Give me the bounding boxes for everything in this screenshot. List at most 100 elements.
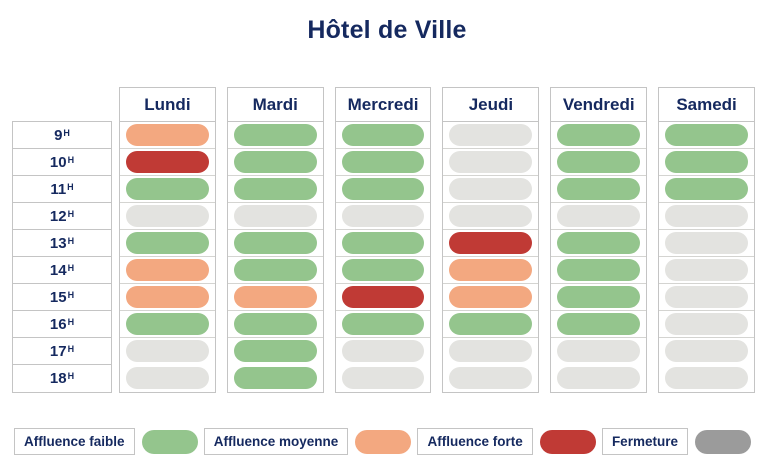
hour-suffix: H bbox=[67, 343, 75, 354]
affluence-cell bbox=[443, 284, 539, 311]
hour-row: 17H bbox=[13, 338, 111, 365]
legend-label: Affluence moyenne bbox=[203, 428, 349, 455]
affluence-pill-faible bbox=[557, 259, 641, 281]
hour-row: 10H bbox=[13, 149, 111, 176]
affluence-cell bbox=[659, 203, 754, 230]
affluence-pill-faible bbox=[341, 178, 425, 200]
hour-row: 13H bbox=[13, 230, 111, 257]
affluence-cell bbox=[120, 284, 215, 311]
hour-suffix: H bbox=[67, 262, 75, 273]
affluence-cell bbox=[659, 230, 754, 257]
affluence-pill-fermeture bbox=[665, 259, 748, 281]
hour-label: 11H bbox=[50, 180, 74, 198]
affluence-pill-faible bbox=[557, 232, 641, 254]
affluence-pill-fermeture bbox=[233, 205, 317, 227]
hour-row: 16H bbox=[13, 311, 111, 338]
day-column-jeudi: Jeudi bbox=[442, 87, 540, 393]
affluence-cell bbox=[120, 257, 215, 284]
affluence-cell bbox=[659, 284, 754, 311]
affluence-cell bbox=[120, 230, 215, 257]
affluence-pill-fermeture bbox=[665, 205, 748, 227]
affluence-cell bbox=[659, 365, 754, 392]
affluence-pill-moyenne bbox=[126, 124, 209, 146]
affluence-cell bbox=[227, 311, 323, 338]
affluence-pill-fermeture bbox=[449, 205, 533, 227]
legend-pill-moyenne bbox=[355, 429, 412, 454]
affluence-cell bbox=[120, 338, 215, 365]
affluence-cell bbox=[443, 365, 538, 392]
affluence-pill-fermeture bbox=[557, 205, 641, 227]
affluence-pill-faible bbox=[233, 367, 317, 389]
day-header: Mardi bbox=[227, 88, 323, 122]
affluence-cell bbox=[551, 122, 647, 149]
day-header: Vendredi bbox=[551, 88, 647, 122]
hour-row: 11H bbox=[13, 176, 111, 203]
affluence-pill-moyenne bbox=[449, 259, 533, 281]
affluence-cell bbox=[551, 311, 647, 338]
affluence-cell bbox=[227, 203, 323, 230]
day-header: Mercredi bbox=[335, 88, 431, 122]
affluence-cell bbox=[335, 203, 431, 230]
legend-pill-forte bbox=[539, 429, 596, 454]
affluence-cell bbox=[120, 311, 215, 338]
affluence-cell bbox=[120, 149, 215, 176]
affluence-pill-faible bbox=[233, 151, 317, 173]
hour-label: 18H bbox=[49, 370, 75, 387]
affluence-pill-faible bbox=[557, 313, 641, 335]
affluence-cell bbox=[551, 365, 646, 392]
day-column-mercredi: Mercredi bbox=[334, 87, 432, 393]
affluence-pill-faible bbox=[665, 124, 748, 146]
affluence-pill-forte bbox=[126, 151, 209, 173]
affluence-cell bbox=[659, 122, 754, 149]
affluence-pill-fermeture bbox=[126, 367, 209, 389]
hour-suffix: H bbox=[67, 371, 75, 381]
affluence-pill-fermeture bbox=[665, 367, 748, 389]
affluence-pill-moyenne bbox=[449, 286, 533, 308]
affluence-cell bbox=[227, 176, 323, 203]
affluence-pill-faible bbox=[557, 124, 641, 146]
affluence-pill-forte bbox=[449, 232, 533, 254]
hour-label: 13H bbox=[49, 234, 75, 252]
affluence-pill-moyenne bbox=[126, 286, 209, 308]
legend-item-moyenne: Affluence moyenne bbox=[203, 428, 412, 455]
hour-suffix: H bbox=[67, 289, 75, 300]
hour-row: 12H bbox=[13, 203, 111, 230]
legend-item-fermeture: Fermeture bbox=[601, 428, 751, 455]
day-column-samedi: Samedi bbox=[658, 87, 755, 393]
affluence-cell bbox=[551, 257, 647, 284]
affluence-pill-faible bbox=[665, 178, 748, 200]
hours-header-spacer bbox=[12, 87, 112, 121]
affluence-pill-fermeture bbox=[665, 313, 748, 335]
schedule-grid: 9H 10H 11H 12H 13H 14H 15H 16H 17H 18H Lundi Mardi… bbox=[12, 87, 755, 393]
affluence-cell bbox=[551, 284, 647, 311]
affluence-pill-forte bbox=[341, 286, 425, 308]
affluence-cell bbox=[227, 257, 323, 284]
hour-suffix: H bbox=[67, 208, 75, 219]
hour-label: 17H bbox=[49, 342, 75, 360]
day-column-lundi: Lundi bbox=[119, 87, 216, 393]
affluence-cell bbox=[336, 338, 431, 365]
affluence-cell bbox=[659, 257, 754, 284]
affluence-pill-faible bbox=[126, 178, 209, 200]
affluence-cell bbox=[335, 149, 431, 176]
affluence-pill-faible bbox=[233, 259, 317, 281]
affluence-pill-faible bbox=[233, 232, 317, 254]
affluence-pill-fermeture bbox=[341, 205, 425, 227]
affluence-pill-faible bbox=[126, 232, 209, 254]
hour-suffix: H bbox=[67, 316, 75, 327]
affluence-cell bbox=[659, 311, 754, 338]
affluence-cell bbox=[551, 203, 647, 230]
affluence-pill-faible bbox=[665, 151, 748, 173]
hour-label: 10H bbox=[49, 153, 75, 171]
affluence-pill-fermeture bbox=[665, 340, 748, 362]
hour-suffix: H bbox=[67, 154, 75, 165]
hour-row: 15H bbox=[13, 284, 111, 311]
affluence-pill-fermeture bbox=[449, 340, 533, 362]
affluence-cell bbox=[227, 230, 323, 257]
affluence-cell bbox=[443, 122, 539, 149]
affluence-pill-faible bbox=[233, 178, 317, 200]
hours-column: 9H 10H 11H 12H 13H 14H 15H 16H 17H 18H bbox=[12, 87, 112, 393]
affluence-pill-fermeture bbox=[449, 151, 533, 173]
hour-suffix: H bbox=[63, 127, 70, 138]
affluence-cell bbox=[227, 284, 323, 311]
